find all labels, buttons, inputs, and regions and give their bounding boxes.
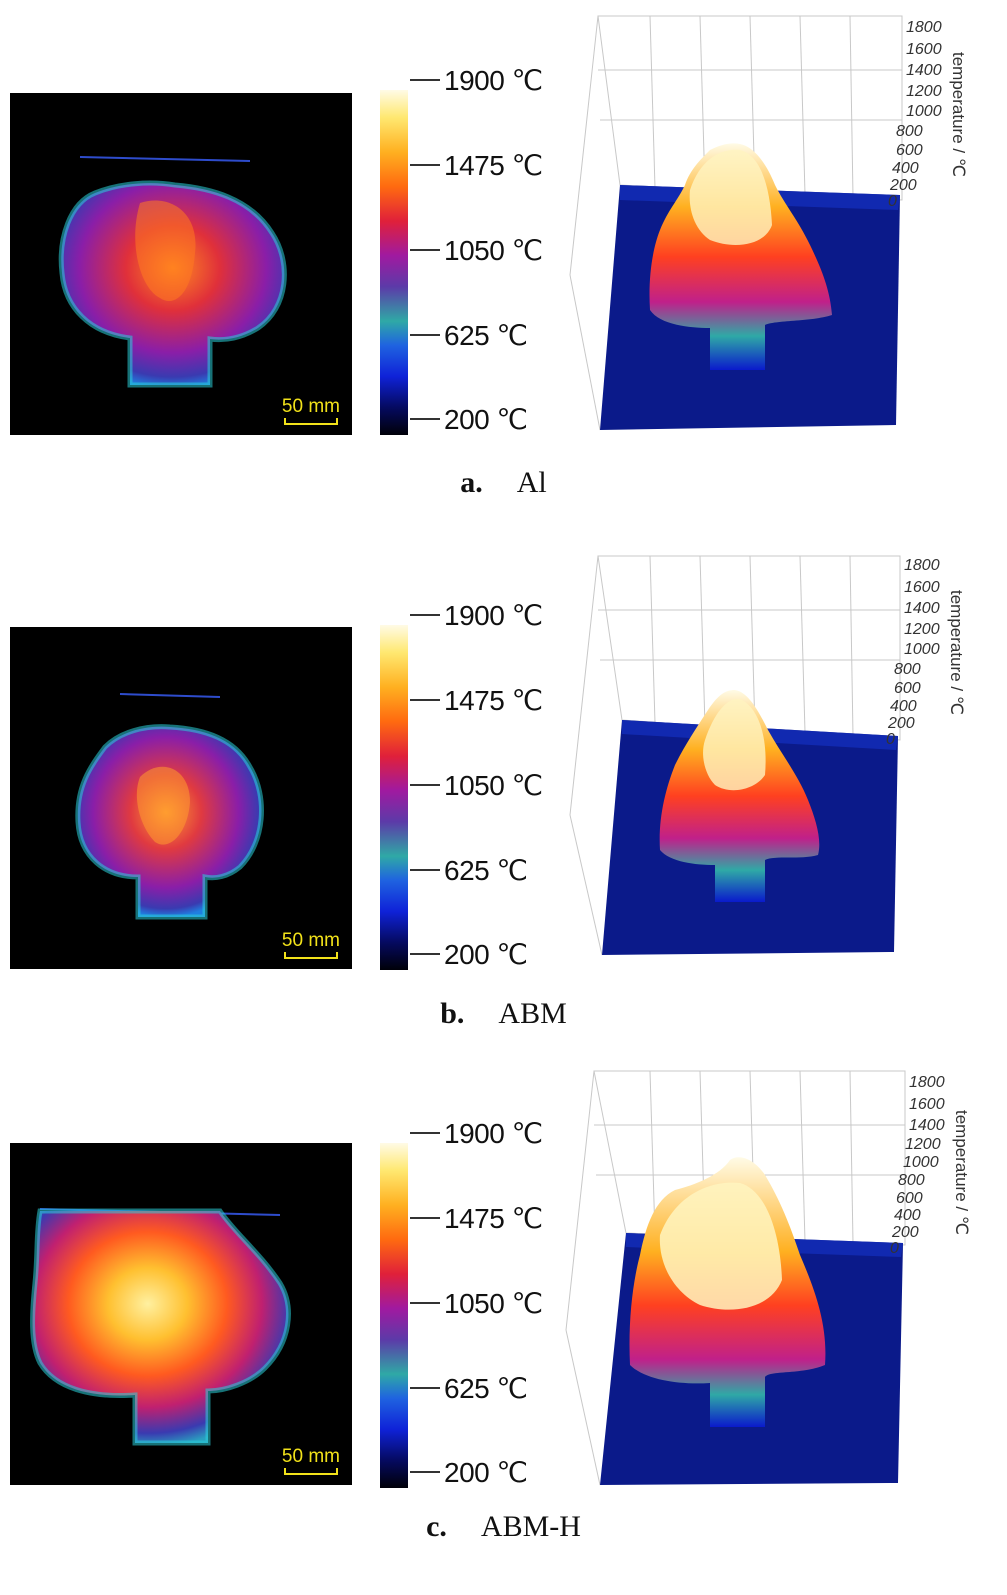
colorbar-tick: 1050 ℃ [444,769,543,801]
scale-bar-line [283,418,338,425]
panel-letter: a. [460,466,483,499]
thermal-image-c: 50 mm [10,1143,352,1485]
z-axis-title: temperature / ℃ [949,52,968,177]
colorbar-tick: 1475 ℃ [444,1202,543,1234]
z-tick: 1200 [906,83,942,100]
flame-shape-b [75,693,264,920]
surface-plot-svg: 1800 1600 1400 1200 1000 800 600 400 200… [569,15,968,431]
z-tick: 0 [888,193,897,210]
panel-label: ABM [498,997,567,1030]
caption-c: c. ABM-H [0,1510,1007,1544]
scale-bar-c: 50 mm [282,1446,340,1475]
z-tick: 1200 [905,1136,941,1153]
colorbar-tick: 200 ℃ [444,1456,528,1488]
surface-plot-c: 1800 1600 1400 1200 1000 800 600 400 200… [560,1065,1000,1505]
colorbar-tick: 1900 ℃ [444,64,543,96]
z-tick: 1800 [909,1074,945,1091]
z-tick: 1000 [904,641,940,658]
panel-letter: c. [426,1510,447,1543]
z-tick: 0 [890,1240,899,1257]
colorbar-ticks-c: 1900 ℃ 1475 ℃ 1050 ℃ 625 ℃ 200 ℃ [410,1118,560,1488]
z-tick: 1400 [906,62,942,79]
panel-c: 50 mm 1900 ℃ 1475 ℃ 1050 ℃ 625 ℃ 200 ℃ [0,1055,1007,1585]
z-tick: 1400 [904,600,940,617]
thermal-image-b: 50 mm [10,627,352,969]
z-tick: 600 [896,1190,923,1207]
z-tick: 600 [894,680,921,697]
flame-shape-a [58,156,287,388]
z-axis-title: temperature / ℃ [952,1110,971,1235]
z-tick: 800 [898,1172,925,1189]
colorbar-tick: 1050 ℃ [444,1287,543,1319]
colorbar-tick: 1475 ℃ [444,684,543,716]
z-tick: 800 [894,661,921,678]
scale-bar-b: 50 mm [282,930,340,959]
colorbar-ticks-b: 1900 ℃ 1475 ℃ 1050 ℃ 625 ℃ 200 ℃ [410,600,560,970]
z-tick: 400 [892,160,919,177]
colorbar-tick: 625 ℃ [444,1372,528,1404]
colorbar-tick: 625 ℃ [444,319,528,351]
z-tick: 1600 [906,41,942,58]
panel-a: 50 mm 1900 ℃ 1475 ℃ 1050 ℃ 625 ℃ 200 ℃ [0,0,1007,530]
scale-bar-a: 50 mm [282,396,340,425]
flame-shape-c [30,1208,291,1446]
panel-label: ABM-H [480,1510,581,1543]
z-tick: 1200 [904,621,940,638]
z-tick: 600 [896,142,923,159]
thermal-image-a: 50 mm [10,93,352,435]
scale-bar-line [283,1468,338,1475]
z-tick: 200 [889,177,917,194]
colorbar-tick: 625 ℃ [444,854,528,886]
panel-letter: b. [440,997,465,1030]
panel-label: Al [516,466,547,499]
colorbar-tick: 1900 ℃ [444,599,543,631]
colorbar-tick: 200 ℃ [444,403,528,435]
scale-bar-label: 50 mm [281,930,340,951]
panel-b: 50 mm 1900 ℃ 1475 ℃ 1050 ℃ 625 ℃ 200 ℃ [0,535,1007,1065]
z-tick: 1800 [906,19,942,36]
colorbar-tick: 1050 ℃ [444,234,543,266]
colorbar-ticks-a: 1900 ℃ 1475 ℃ 1050 ℃ 625 ℃ 200 ℃ [410,65,560,435]
z-axis-title: temperature / ℃ [947,590,966,715]
scale-bar-label: 50 mm [281,396,340,417]
z-tick: 1000 [906,103,942,120]
z-tick: 0 [886,731,895,748]
z-tick: 1400 [909,1117,945,1134]
z-tick: 1800 [904,557,940,574]
z-tick: 1600 [909,1096,945,1113]
caption-b: b. ABM [0,997,1007,1031]
z-tick: 1600 [904,579,940,596]
surface-plot-svg: 1800 1600 1400 1200 1000 800 600 400 200… [565,1070,971,1486]
colorbar-a [380,90,408,435]
z-tick: 400 [890,698,917,715]
z-tick: 400 [894,1207,921,1224]
scale-bar-line [283,952,338,959]
z-tick: 1000 [903,1154,939,1171]
colorbar-tick: 1475 ℃ [444,149,543,181]
colorbar-tick: 1900 ℃ [444,1117,543,1149]
scale-bar-label: 50 mm [281,1446,340,1467]
z-tick: 800 [896,123,923,140]
z-tick: 200 [891,1224,919,1241]
surface-plot-b: 1800 1600 1400 1200 1000 800 600 400 200… [560,550,1000,990]
surface-plot-svg: 1800 1600 1400 1200 1000 800 600 400 200… [569,555,966,956]
caption-a: a. Al [0,466,1007,500]
colorbar-b [380,625,408,970]
colorbar-tick: 200 ℃ [444,938,528,970]
z-tick: 200 [887,715,915,732]
surface-plot-a: 1800 1600 1400 1200 1000 800 600 400 200… [560,10,1000,450]
colorbar-c [380,1143,408,1488]
